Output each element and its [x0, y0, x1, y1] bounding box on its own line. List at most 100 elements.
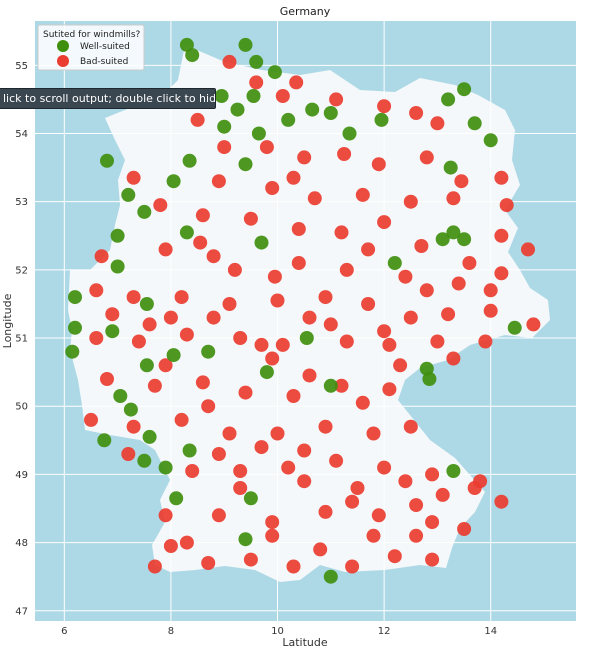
point-bad-suited — [457, 522, 472, 536]
point-bad-suited — [494, 228, 509, 243]
point-bad-suited — [211, 447, 226, 461]
point-bad-suited — [425, 467, 440, 482]
point-bad-suited — [483, 283, 498, 298]
point-bad-suited — [302, 368, 317, 383]
point-well-suited — [201, 344, 216, 359]
point-well-suited — [137, 453, 152, 468]
point-well-suited — [305, 102, 320, 117]
point-bad-suited — [419, 283, 434, 298]
point-bad-suited — [313, 542, 328, 557]
y-tick-label: 50 — [15, 402, 28, 413]
point-well-suited — [97, 433, 112, 448]
point-bad-suited — [217, 140, 232, 155]
point-well-suited — [259, 365, 274, 380]
point-bad-suited — [126, 419, 141, 434]
point-bad-suited — [193, 235, 208, 250]
point-well-suited — [374, 112, 389, 127]
point-bad-suited — [286, 170, 301, 185]
point-well-suited — [443, 160, 458, 175]
point-bad-suited — [222, 426, 237, 441]
point-bad-suited — [345, 559, 360, 574]
point-bad-suited — [494, 170, 509, 185]
y-tick-label: 48 — [15, 538, 28, 549]
point-well-suited — [457, 82, 472, 97]
point-bad-suited — [275, 89, 290, 103]
point-bad-suited — [142, 317, 157, 332]
point-bad-suited — [478, 334, 493, 349]
point-bad-suited — [131, 334, 146, 349]
point-bad-suited — [371, 508, 386, 523]
point-bad-suited — [526, 317, 541, 332]
point-bad-suited — [100, 372, 114, 386]
point-bad-suited — [158, 508, 173, 523]
point-bad-suited — [393, 358, 408, 373]
point-well-suited — [281, 112, 296, 127]
point-well-suited — [457, 232, 472, 247]
point-bad-suited — [339, 334, 354, 349]
point-bad-suited — [409, 528, 424, 543]
point-well-suited — [121, 187, 136, 202]
point-bad-suited — [366, 528, 381, 543]
point-well-suited — [139, 358, 154, 373]
point-bad-suited — [339, 262, 354, 277]
point-bad-suited — [265, 181, 280, 195]
legend-marker-well-suited — [57, 40, 69, 52]
point-bad-suited — [89, 331, 104, 345]
point-well-suited — [446, 225, 461, 240]
point-bad-suited — [494, 266, 509, 281]
point-bad-suited — [337, 147, 352, 161]
x-tick-label: 14 — [484, 626, 497, 637]
point-bad-suited — [345, 494, 360, 509]
point-bad-suited — [334, 225, 349, 240]
point-well-suited — [105, 324, 120, 339]
point-well-suited — [65, 344, 80, 359]
point-bad-suited — [243, 552, 258, 567]
point-bad-suited — [289, 75, 304, 90]
point-bad-suited — [206, 310, 221, 325]
y-tick-label: 53 — [15, 197, 28, 208]
x-tick-label: 12 — [378, 626, 391, 637]
point-well-suited — [110, 259, 125, 274]
point-bad-suited — [297, 443, 312, 458]
point-bad-suited — [179, 535, 194, 550]
point-bad-suited — [153, 198, 168, 213]
point-bad-suited — [270, 426, 285, 441]
point-bad-suited — [318, 419, 333, 434]
point-bad-suited — [323, 317, 338, 332]
point-bad-suited — [318, 504, 333, 519]
point-bad-suited — [382, 382, 397, 397]
point-bad-suited — [158, 242, 173, 257]
point-bad-suited — [265, 515, 280, 530]
point-bad-suited — [233, 464, 248, 478]
point-bad-suited — [222, 54, 237, 69]
point-bad-suited — [499, 198, 514, 213]
point-bad-suited — [377, 324, 392, 339]
output-tooltip[interactable]: lick to scroll output; double click to h… — [0, 88, 216, 109]
point-bad-suited — [163, 539, 178, 553]
point-bad-suited — [259, 140, 274, 155]
point-well-suited — [230, 102, 245, 117]
point-well-suited — [243, 491, 258, 506]
point-well-suited — [435, 232, 450, 247]
point-bad-suited — [254, 337, 269, 352]
point-bad-suited — [291, 256, 306, 270]
point-bad-suited — [403, 194, 418, 209]
point-bad-suited — [377, 460, 392, 475]
point-bad-suited — [430, 334, 445, 349]
point-bad-suited — [291, 222, 306, 236]
point-well-suited — [182, 153, 197, 168]
point-bad-suited — [105, 307, 120, 322]
point-well-suited — [507, 320, 522, 335]
point-bad-suited — [174, 290, 189, 305]
point-bad-suited — [414, 239, 429, 253]
point-bad-suited — [190, 112, 205, 127]
point-bad-suited — [473, 474, 488, 489]
point-bad-suited — [387, 549, 402, 564]
point-well-suited — [238, 157, 253, 172]
point-bad-suited — [233, 331, 248, 345]
point-well-suited — [142, 429, 157, 444]
point-bad-suited — [371, 157, 386, 172]
point-bad-suited — [174, 412, 189, 427]
y-tick-label: 54 — [15, 129, 28, 140]
point-well-suited — [179, 225, 194, 240]
